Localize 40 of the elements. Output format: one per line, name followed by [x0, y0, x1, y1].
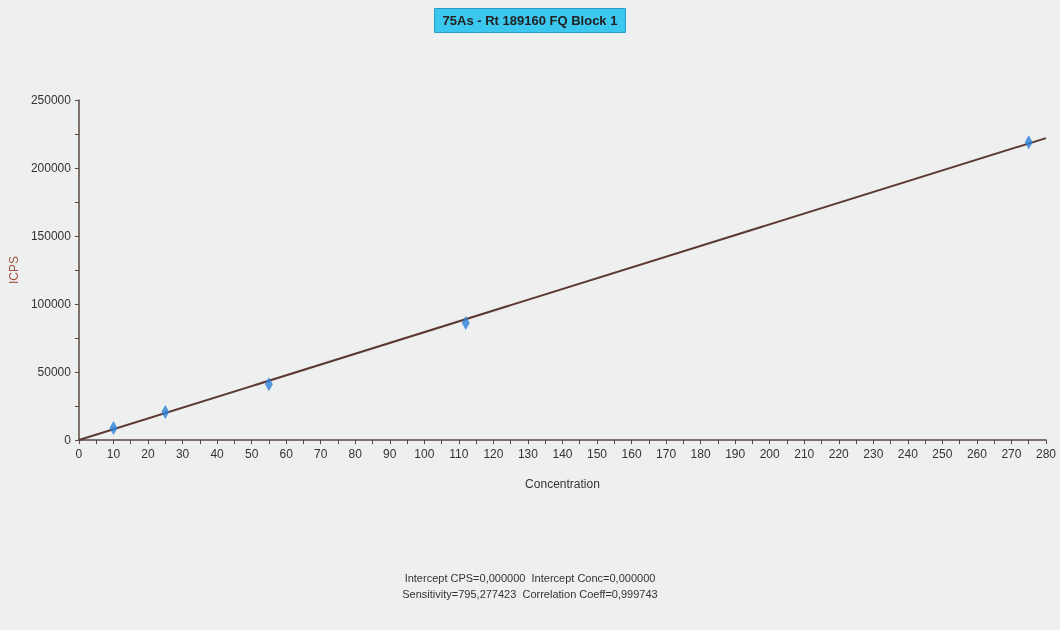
x-tick-label: 50: [244, 447, 259, 461]
x-tick-label: 160: [621, 447, 642, 461]
y-tick-label: 50000: [37, 365, 72, 379]
x-tick-label: 170: [656, 447, 677, 461]
x-tick-label: 210: [794, 447, 815, 461]
x-tick-label: 60: [279, 447, 294, 461]
x-tick-label: 250: [932, 447, 953, 461]
y-tick-label: 250000: [30, 93, 72, 107]
x-tick-label: 180: [690, 447, 711, 461]
x-tick-label: 140: [552, 447, 573, 461]
x-tick-label: 280: [1035, 447, 1057, 461]
x-tick-label: 260: [966, 447, 988, 461]
y-tick-label: 200000: [30, 161, 72, 175]
x-tick-label: 80: [348, 447, 363, 461]
x-tick-label: 130: [517, 447, 539, 461]
chart-title: 75As - Rt 189160 FQ Block 1: [442, 13, 618, 28]
x-tick-label: 90: [383, 447, 397, 461]
x-tick-label: 240: [897, 447, 919, 461]
y-tick-label: 150000: [30, 229, 72, 243]
x-tick-label: 230: [863, 447, 884, 461]
x-tick-label: 220: [828, 447, 850, 461]
x-tick-label: 0: [75, 447, 83, 461]
x-tick-label: 10: [106, 447, 121, 461]
x-tick-label: 30: [175, 447, 190, 461]
y-axis-title: ICPS: [7, 255, 21, 285]
x-tick-label: 110: [449, 447, 469, 461]
x-axis-title: Concentration: [525, 477, 600, 491]
x-tick-label: 40: [210, 447, 225, 461]
x-tick-label: 190: [725, 447, 746, 461]
x-tick-label: 200: [759, 447, 781, 461]
x-tick-label: 100: [414, 447, 435, 461]
x-tick-label: 70: [314, 447, 328, 461]
x-tick-label: 150: [586, 447, 608, 461]
x-tick-label: 20: [141, 447, 156, 461]
text: Intercept CPS=0,000000 Intercept Conc=0,000000: [404, 572, 656, 584]
text: Sensitivity=795,277423 Correlation Coeff=0,999743: [402, 588, 658, 600]
x-tick-label: 120: [483, 447, 504, 461]
y-tick-label: 100000: [30, 297, 72, 311]
x-tick-label: 270: [1001, 447, 1022, 461]
y-tick-label: 0: [64, 433, 72, 447]
